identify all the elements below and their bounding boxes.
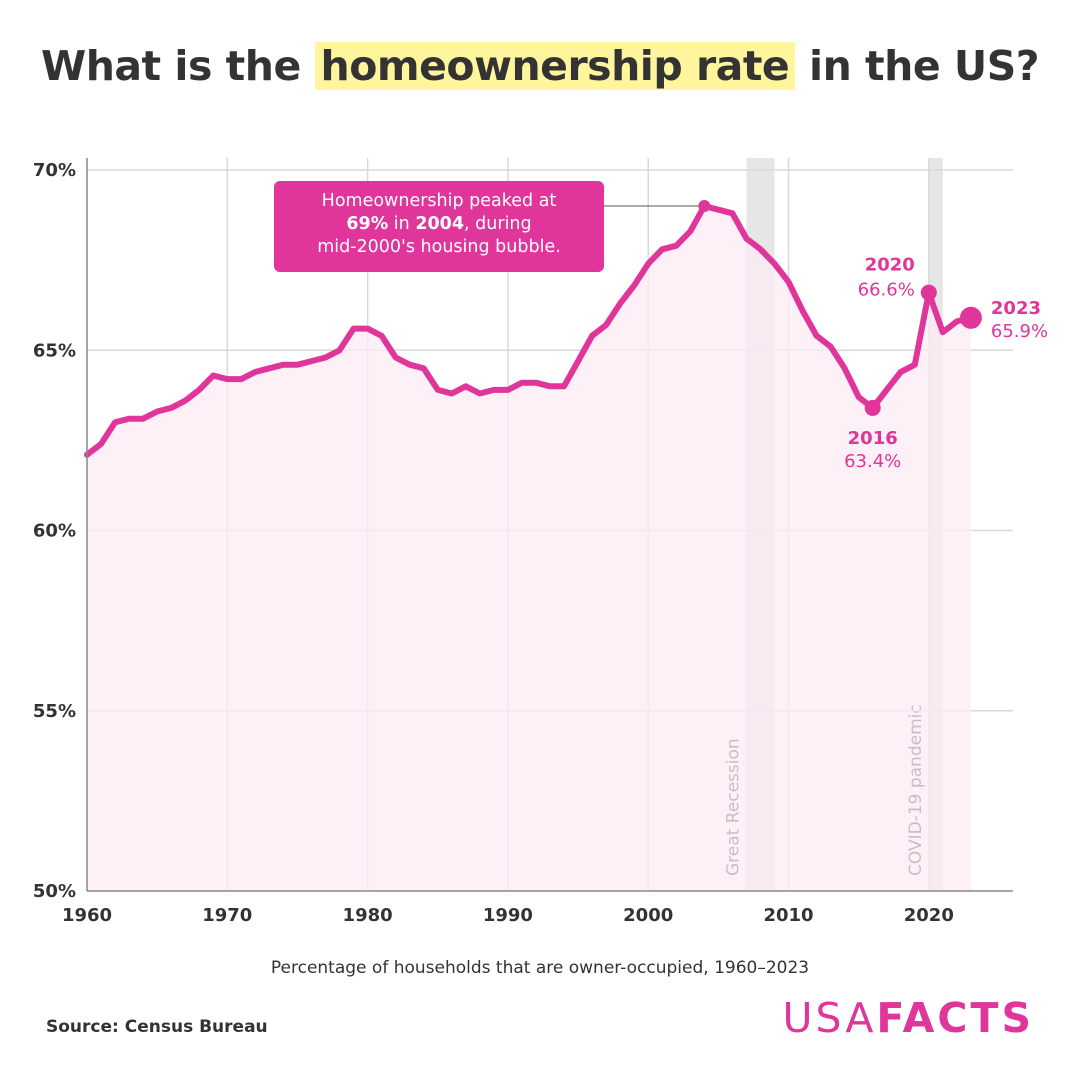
x-tick-label: 1960 [62,905,112,926]
annotation-year-2023: 2023 [991,298,1041,319]
area-fill-path [87,206,971,892]
x-tick-label: 1970 [202,905,252,926]
series-line [84,203,974,458]
x-tick-label: 1980 [343,905,393,926]
peak-marker [698,200,711,213]
point-marker-2016 [864,399,881,416]
source-note: Source: Census Bureau [46,1017,268,1037]
y-tick-label: 70% [33,160,76,181]
y-tick-label: 55% [33,701,76,722]
annotation-year-2016: 2016 [848,428,898,449]
y-tick-label: 60% [33,521,76,542]
x-tick-label: 2000 [623,905,673,926]
chart-subtitle: Percentage of households that are owner-… [270,958,810,978]
axis-labels: 50% 55% 60% 65% 70% 1960 1970 1980 1990 2000 2010 2… [33,160,954,926]
axes [86,158,1013,892]
page-title: What is the homeownership rate in the US… [40,42,1040,90]
x-tick-label: 1990 [483,905,533,926]
usafacts-logo: USAFACTS [782,994,1034,1042]
point-marker-2020 [920,284,937,301]
y-tick-label: 65% [33,340,76,361]
y-tick-label: 50% [33,881,76,902]
annotation-year-2020: 2020 [865,255,915,276]
annotation-value-2023: 65.9% [991,321,1048,342]
peak-callout: Homeownership peaked at 69% in 2004, dur… [274,181,604,272]
x-tick-label: 2020 [904,905,954,926]
x-tick-label: 2010 [763,905,813,926]
series-line-path [84,203,974,458]
point-marker-2023 [959,306,982,329]
annotation-value-2020: 66.6% [858,280,915,301]
title-highlight: homeownership rate [314,42,796,90]
area-fill [87,206,971,892]
annotation-value-2016: 63.4% [844,451,901,472]
